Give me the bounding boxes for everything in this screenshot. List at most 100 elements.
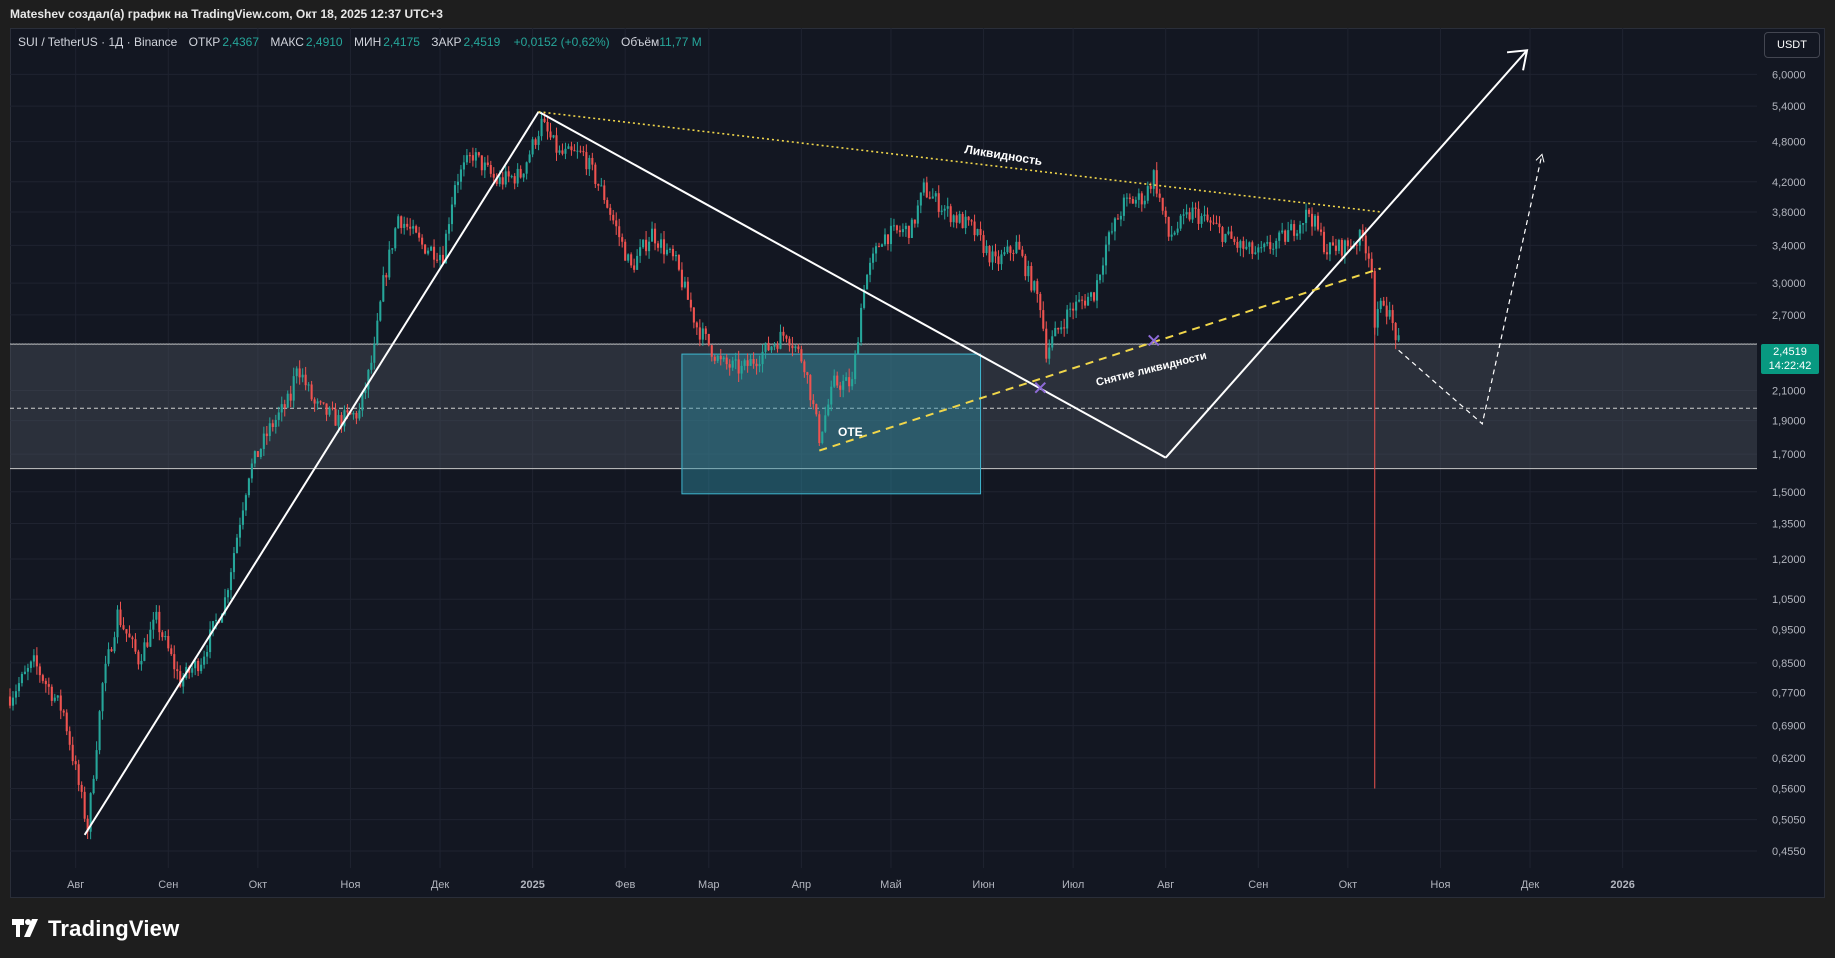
candle-body <box>1072 308 1075 311</box>
candle-body <box>630 254 633 266</box>
candle-body <box>749 358 752 366</box>
candle-body <box>1209 220 1212 223</box>
chart-frame[interactable] <box>10 28 1825 898</box>
candle-body <box>95 750 98 779</box>
price-tick-label: 1,9000 <box>1772 416 1806 428</box>
candle-body <box>1015 241 1018 254</box>
candle-body <box>155 611 158 620</box>
sweep-marker <box>1034 381 1046 394</box>
candle-body <box>319 401 322 403</box>
candle-body <box>1098 274 1102 281</box>
candle-body <box>970 220 973 222</box>
time-tick-label: Дек <box>1521 879 1540 891</box>
candle-body <box>615 220 618 227</box>
candle-body <box>140 660 143 665</box>
candle-body <box>215 619 218 622</box>
candle-body <box>235 537 239 554</box>
candle-body <box>11 697 15 706</box>
candle-body <box>710 345 713 357</box>
candle-body <box>376 320 379 344</box>
candle-body <box>1012 252 1015 254</box>
candle-body <box>1003 252 1006 255</box>
candle-body <box>1305 209 1308 224</box>
candle-body <box>680 269 683 288</box>
price-tick-label: 6,0000 <box>1772 69 1806 81</box>
volume-value: 11,77 M <box>659 35 702 49</box>
candle-body <box>1104 244 1108 266</box>
candle-body <box>1367 253 1370 259</box>
candle-body <box>113 637 116 652</box>
candle-body <box>340 415 343 427</box>
liquidity-line <box>538 110 1381 213</box>
candle-body <box>1125 197 1128 199</box>
candle-body <box>492 173 495 178</box>
candle-body <box>131 637 134 640</box>
candle-body <box>71 744 74 762</box>
candle-body <box>483 162 486 171</box>
candle-body <box>1009 246 1012 253</box>
candle-body <box>44 680 47 685</box>
candle-body <box>1122 197 1125 216</box>
candle-body <box>737 359 740 374</box>
candle-body <box>540 118 543 137</box>
candle-body <box>23 671 26 675</box>
candle-body <box>498 177 501 184</box>
candle-body <box>537 136 540 145</box>
candle-body <box>683 281 686 288</box>
candle-body <box>1361 229 1364 236</box>
candle-body <box>1278 232 1281 241</box>
candle-body <box>1054 327 1057 337</box>
close-label: ЗАКР <box>431 35 462 49</box>
candle-body <box>176 669 179 672</box>
candle-body <box>898 230 901 233</box>
candle-body <box>854 353 857 380</box>
candle-body <box>907 225 910 238</box>
candle-body <box>779 331 782 349</box>
candle-body <box>782 331 785 336</box>
sweep-line <box>818 267 1382 452</box>
candle-body <box>555 135 558 153</box>
candle-body <box>86 818 89 832</box>
candle-body <box>167 635 170 649</box>
candle-body <box>1263 243 1266 248</box>
price-tick-label: 2,1000 <box>1772 386 1806 398</box>
time-tick-label: Ноя <box>340 879 360 891</box>
sweep-marker <box>1148 334 1160 347</box>
candle-body <box>456 181 459 186</box>
candle-body <box>534 139 537 145</box>
candle-body <box>1355 244 1358 246</box>
candle-body <box>367 369 370 390</box>
candle-body <box>1095 280 1099 301</box>
candle-body <box>770 346 773 351</box>
candle-body <box>453 185 457 205</box>
candle-body <box>767 342 770 351</box>
symbol-name[interactable]: SUI / TetherUS · 1Д · Binance <box>18 35 178 49</box>
currency-button[interactable]: USDT <box>1764 32 1820 58</box>
tradingview-logo[interactable]: TradingView <box>12 916 179 943</box>
candle-body <box>546 121 549 132</box>
candle-body <box>815 404 818 415</box>
candle-body <box>101 683 104 712</box>
high-value: 2,4910 <box>305 35 343 49</box>
candle-body <box>719 355 722 360</box>
candle-body <box>1051 336 1054 348</box>
candle-body <box>1188 212 1191 220</box>
candle-body <box>692 307 695 323</box>
candle-body <box>883 234 887 245</box>
candle-body <box>1048 347 1051 359</box>
candle-body <box>212 621 215 630</box>
candle-body <box>277 412 280 420</box>
time-tick-label: Сен <box>1248 879 1268 891</box>
candle-body <box>773 344 776 347</box>
candle-body <box>752 358 755 364</box>
candle-body <box>976 229 979 236</box>
time-tick-label: Сен <box>158 879 178 891</box>
candle-body <box>901 229 904 233</box>
price-tick-label: 1,5000 <box>1772 487 1806 499</box>
candle-body <box>525 162 528 174</box>
candle-body <box>430 246 433 251</box>
author-caption: Mateshev создал(а) график на TradingView… <box>10 7 443 21</box>
candle-body <box>268 423 271 437</box>
candle-body <box>200 664 203 672</box>
